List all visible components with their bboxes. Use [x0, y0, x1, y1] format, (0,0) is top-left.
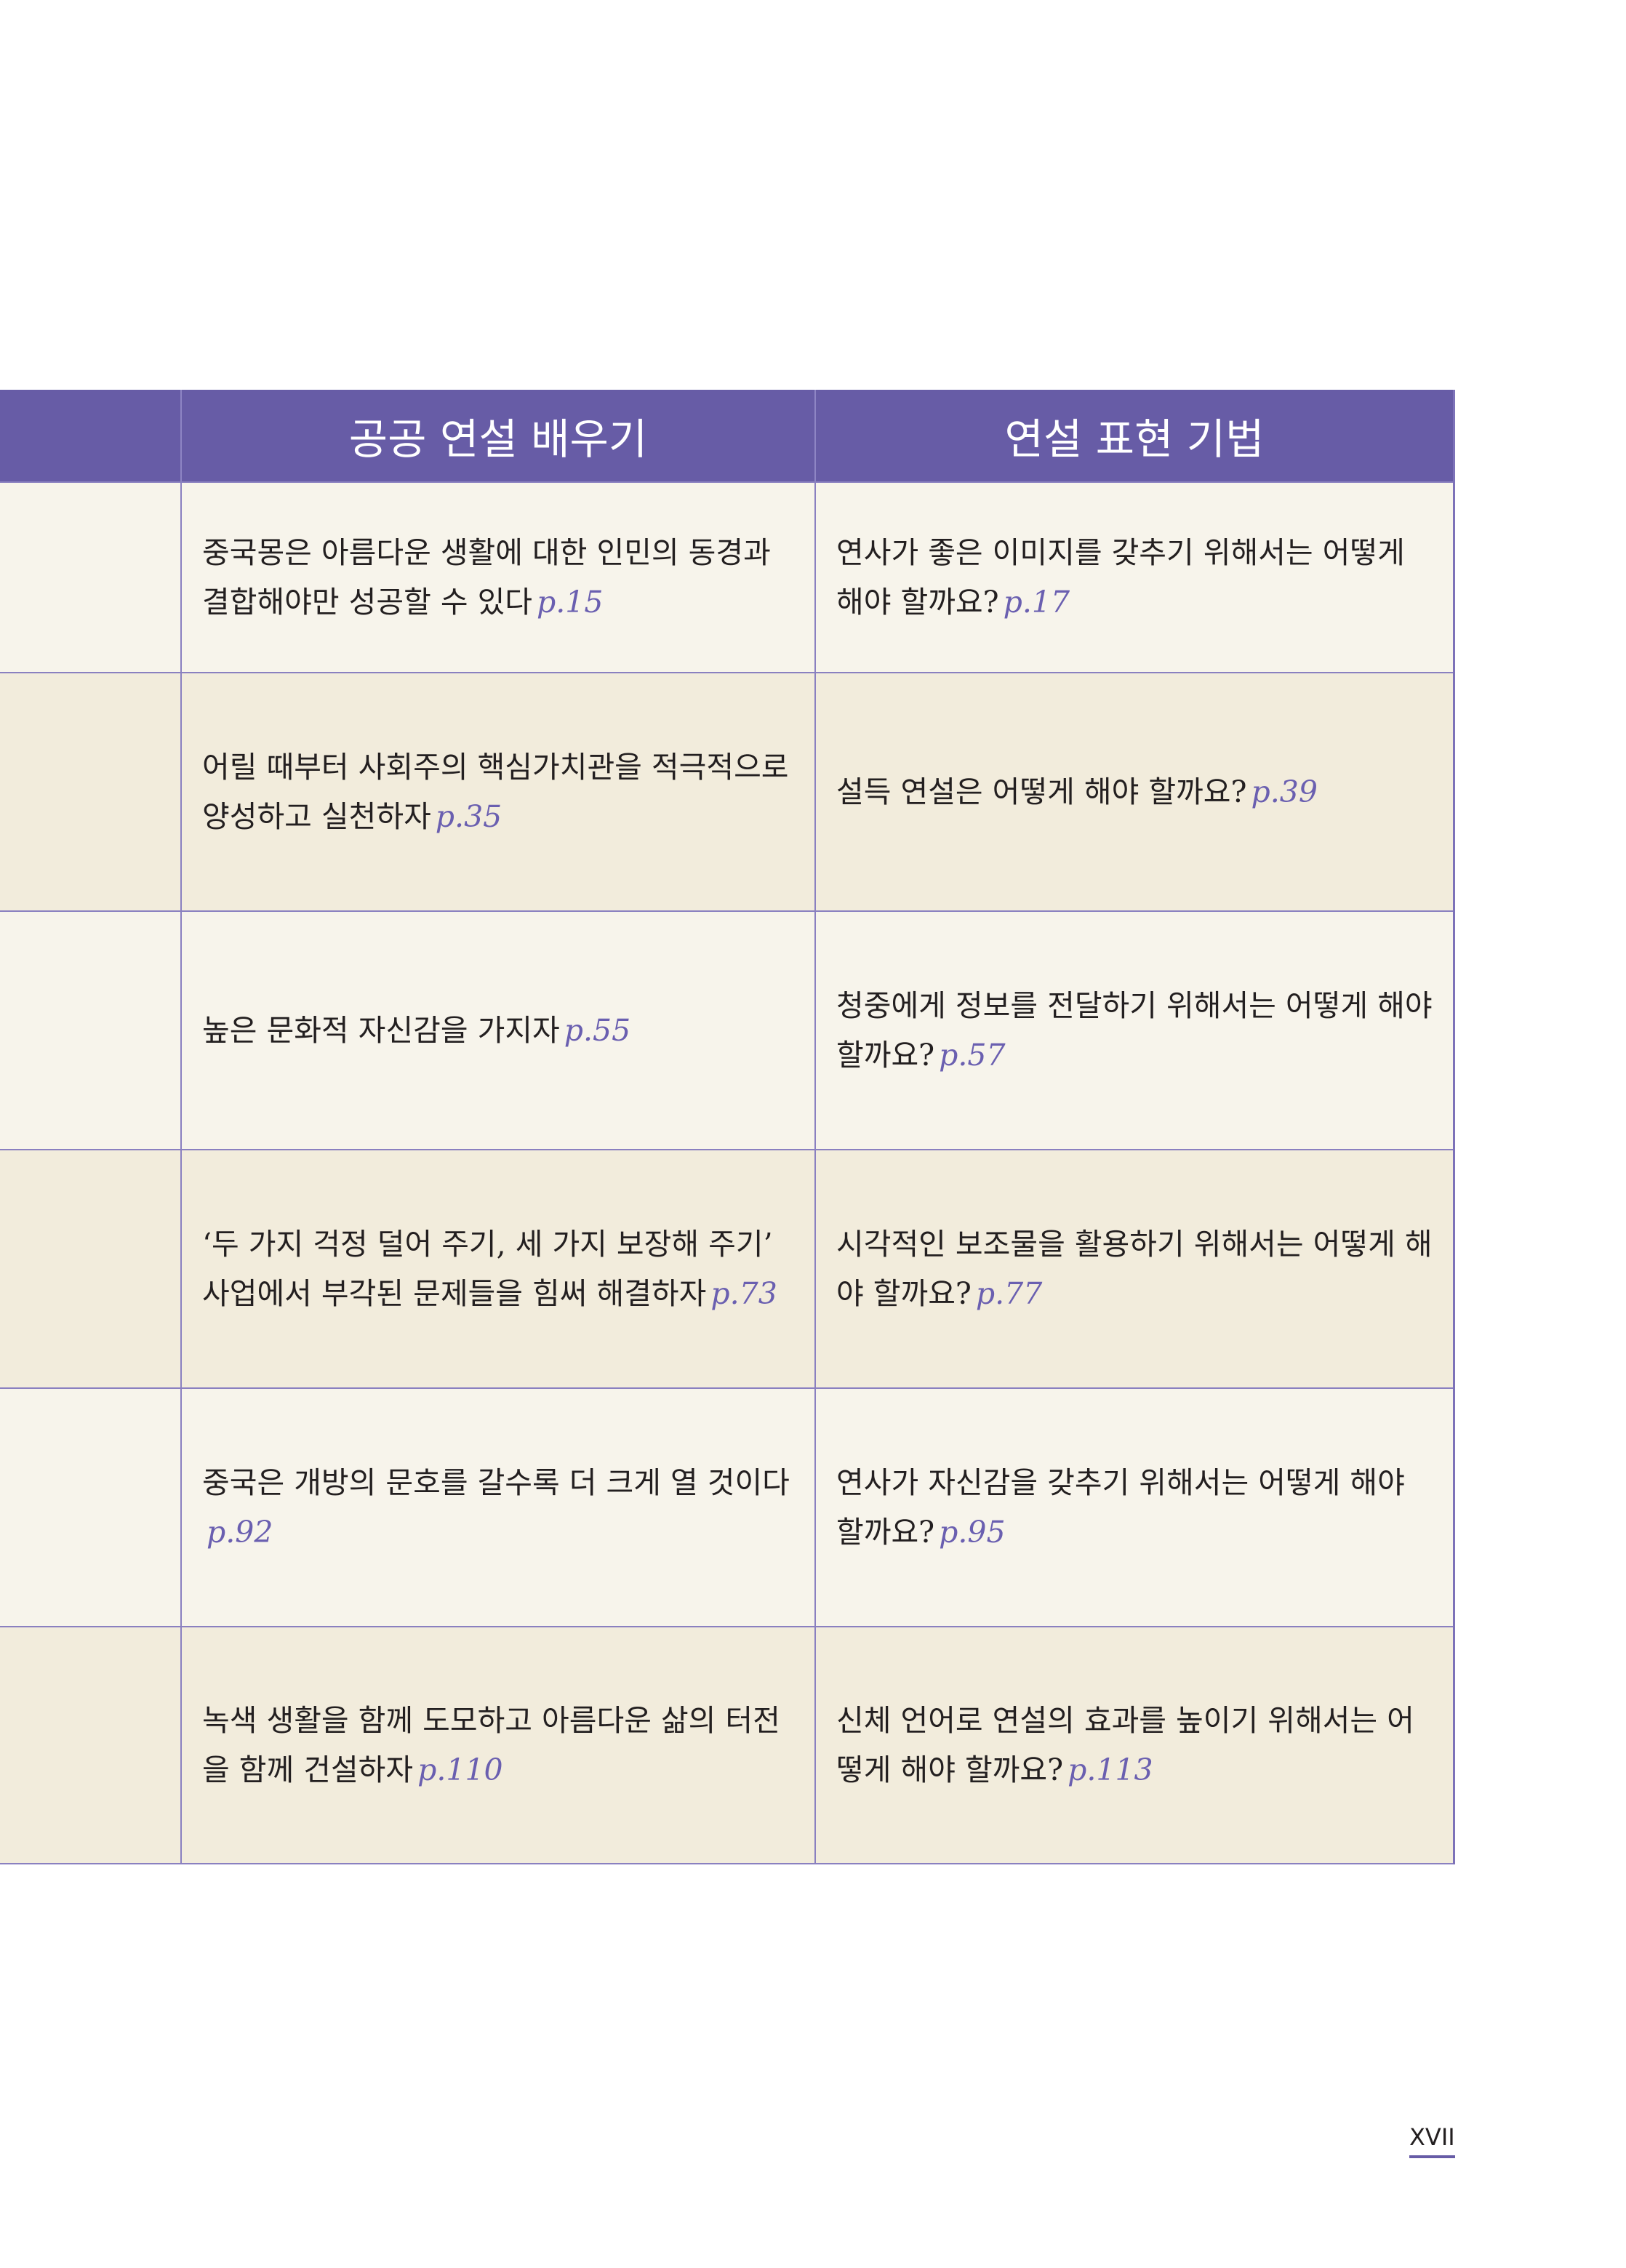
- lesson-title-cell: 녹색 생활을 함께 도모하고 아름다운 삶의 터전을 함께 건설하자 p.110: [180, 1627, 814, 1863]
- technique-title-cell: 시각적인 보조물을 활용하기 위해서는 어떻게 해야 할까요? p.77: [814, 1150, 1453, 1387]
- cell-text: 연사가 좋은 이미지를 갖추기 위해서는 어떻게 해야 할까요?: [836, 535, 1405, 620]
- cell-text: 중국몽은 아름다운 생활에 대한 인민의 동경과 결합해야만 성공할 수 있다: [202, 535, 771, 620]
- page-reference-link[interactable]: p.77: [975, 1276, 1043, 1311]
- page-reference-link[interactable]: p.15: [537, 585, 604, 620]
- lesson-title-cell: 중국은 개방의 문호를 갈수록 더 크게 열 것이다 p.92: [180, 1389, 814, 1626]
- cell-text: ‘두 가지 걱정 덜어 주기, 세 가지 보장해 주기’ 사업에서 부각된 문제…: [202, 1227, 773, 1311]
- page-reference-link[interactable]: p.55: [564, 1013, 631, 1048]
- technique-title-cell: 신체 언어로 연설의 효과를 높이기 위해서는 어떻게 해야 할까요? p.113: [814, 1627, 1453, 1863]
- cell-text: 녹색 생활을 함께 도모하고 아름다운 삶의 터전을 함께 건설하자: [202, 1703, 780, 1787]
- page-reference-link[interactable]: p.39: [1251, 774, 1318, 809]
- row-label-cell: [0, 1150, 180, 1387]
- table-header: 공공 연설 배우기 연설 표현 기법: [0, 390, 1453, 481]
- row-label-cell: [0, 1389, 180, 1626]
- row-label-cell: [0, 1627, 180, 1863]
- row-label-cell: [0, 483, 180, 672]
- cell-text: 신체 언어로 연설의 효과를 높이기 위해서는 어떻게 해야 할까요?: [836, 1703, 1414, 1787]
- cell-text: 중국은 개방의 문호를 갈수록 더 크게 열 것이다: [202, 1465, 790, 1500]
- table-row: ‘두 가지 걱정 덜어 주기, 세 가지 보장해 주기’ 사업에서 부각된 문제…: [0, 1149, 1453, 1387]
- page-reference-link[interactable]: p.73: [710, 1276, 777, 1311]
- row-label-cell: [0, 912, 180, 1149]
- technique-title-cell: 설득 연설은 어떻게 해야 할까요? p.39: [814, 673, 1453, 910]
- header-cell-blank: [0, 390, 180, 481]
- page-reference-link[interactable]: p.110: [417, 1752, 503, 1787]
- table-row: 녹색 생활을 함께 도모하고 아름다운 삶의 터전을 함께 건설하자 p.110 신…: [0, 1626, 1453, 1864]
- row-label-cell: [0, 673, 180, 910]
- cell-text: 설득 연설은 어떻게 해야 할까요?: [836, 774, 1247, 809]
- page-reference-link[interactable]: p.113: [1068, 1752, 1153, 1787]
- cell-text: 시각적인 보조물을 활용하기 위해서는 어떻게 해야 할까요?: [836, 1227, 1433, 1311]
- page-reference-link[interactable]: p.92: [207, 1515, 273, 1550]
- cell-text: 어릴 때부터 사회주의 핵심가치관을 적극적으로 양성하고 실천하자: [202, 750, 789, 834]
- technique-title-cell: 청중에게 정보를 전달하기 위해서는 어떻게 해야 할까요? p.57: [814, 912, 1453, 1149]
- page-number: XVII: [1409, 2123, 1455, 2158]
- table-row: 어릴 때부터 사회주의 핵심가치관을 적극적으로 양성하고 실천하자 p.35 설득…: [0, 672, 1453, 910]
- page-reference-link[interactable]: p.57: [939, 1038, 1006, 1073]
- lesson-title-cell: ‘두 가지 걱정 덜어 주기, 세 가지 보장해 주기’ 사업에서 부각된 문제…: [180, 1150, 814, 1387]
- page-reference-link[interactable]: p.35: [435, 799, 502, 834]
- contents-table: 공공 연설 배우기 연설 표현 기법 중국몽은 아름다운 생활에 대한 인민의 …: [0, 390, 1455, 1864]
- page-reference-link[interactable]: p.17: [1003, 585, 1070, 620]
- technique-title-cell: 연사가 자신감을 갖추기 위해서는 어떻게 해야 할까요? p.95: [814, 1389, 1453, 1626]
- header-cell-speech-techniques: 연설 표현 기법: [814, 390, 1453, 481]
- cell-text: 연사가 자신감을 갖추기 위해서는 어떻게 해야 할까요?: [836, 1465, 1405, 1550]
- cell-text: 청중에게 정보를 전달하기 위해서는 어떻게 해야 할까요?: [836, 988, 1433, 1073]
- table-row: 중국몽은 아름다운 생활에 대한 인민의 동경과 결합해야만 성공할 수 있다 p…: [0, 481, 1453, 672]
- table-row: 높은 문화적 자신감을 가지자 p.55 청중에게 정보를 전달하기 위해서는 어떻…: [0, 910, 1453, 1149]
- lesson-title-cell: 어릴 때부터 사회주의 핵심가치관을 적극적으로 양성하고 실천하자 p.35: [180, 673, 814, 910]
- header-cell-public-speaking: 공공 연설 배우기: [180, 390, 814, 481]
- lesson-title-cell: 높은 문화적 자신감을 가지자 p.55: [180, 912, 814, 1149]
- cell-text: 높은 문화적 자신감을 가지자: [202, 1013, 560, 1048]
- lesson-title-cell: 중국몽은 아름다운 생활에 대한 인민의 동경과 결합해야만 성공할 수 있다 p…: [180, 483, 814, 672]
- table-row: 중국은 개방의 문호를 갈수록 더 크게 열 것이다 p.92 연사가 자신감을 갖…: [0, 1387, 1453, 1626]
- page-reference-link[interactable]: p.95: [939, 1515, 1006, 1550]
- technique-title-cell: 연사가 좋은 이미지를 갖추기 위해서는 어떻게 해야 할까요? p.17: [814, 483, 1453, 672]
